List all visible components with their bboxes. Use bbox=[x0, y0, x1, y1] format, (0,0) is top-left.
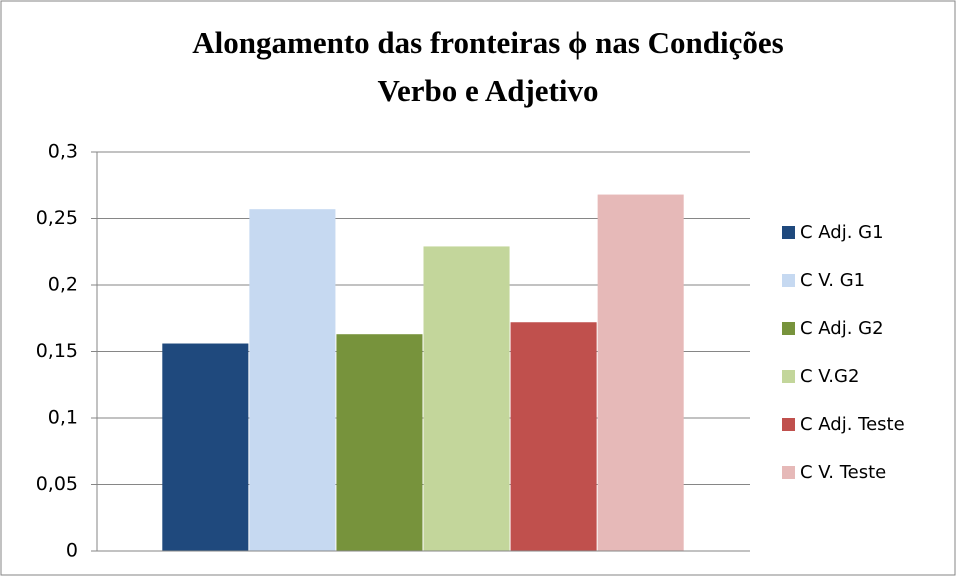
bar bbox=[597, 194, 684, 551]
y-tick-label: 0,2 bbox=[48, 274, 78, 296]
y-tick-label: 0,3 bbox=[48, 141, 78, 163]
legend-swatch bbox=[782, 322, 795, 335]
legend-swatch bbox=[782, 418, 795, 431]
legend-label: C V. G1 bbox=[800, 270, 865, 291]
legend-label: C V. Teste bbox=[800, 462, 886, 483]
legend-label: C Adj. Teste bbox=[800, 414, 905, 435]
chart-title: Alongamento das fronteiras ϕ nas Condiçõ… bbox=[192, 25, 783, 60]
bar bbox=[510, 322, 597, 551]
bar bbox=[162, 343, 249, 551]
legend-swatch bbox=[782, 274, 795, 287]
y-tick-label: 0 bbox=[66, 540, 78, 562]
bar bbox=[249, 209, 336, 551]
legend-swatch bbox=[782, 466, 795, 479]
y-tick-label: 0,05 bbox=[36, 473, 78, 495]
y-tick-label: 0,25 bbox=[36, 207, 78, 229]
bar bbox=[423, 246, 510, 551]
chart-title: Verbo e Adjetivo bbox=[378, 73, 599, 108]
bar bbox=[336, 334, 423, 551]
legend-swatch bbox=[782, 226, 795, 239]
y-tick-label: 0,1 bbox=[48, 407, 78, 429]
legend-label: C V.G2 bbox=[800, 366, 859, 387]
y-tick-label: 0,15 bbox=[36, 340, 78, 362]
legend-label: C Adj. G1 bbox=[800, 222, 884, 243]
legend-label: C Adj. G2 bbox=[800, 318, 884, 339]
legend-swatch bbox=[782, 370, 795, 383]
